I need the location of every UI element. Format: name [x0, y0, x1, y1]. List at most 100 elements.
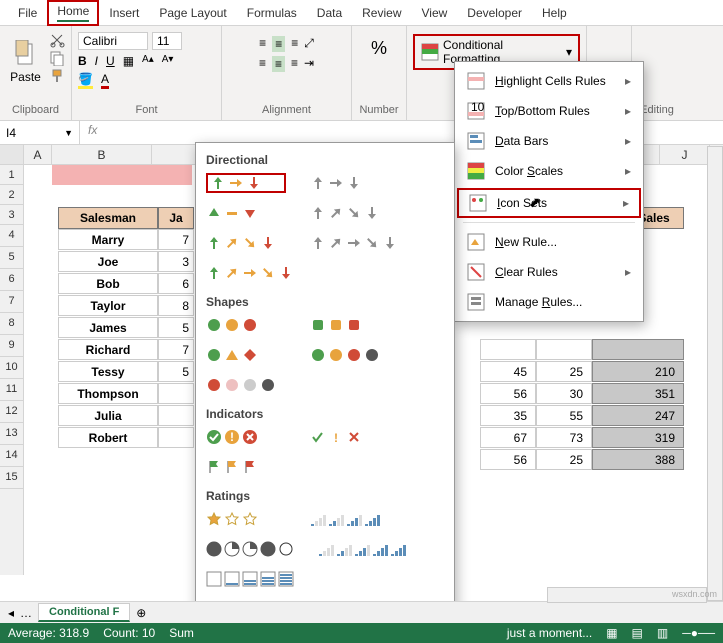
font-name-select[interactable]: Calibri — [78, 32, 148, 50]
sheet-nav-menu[interactable]: … — [20, 606, 32, 620]
cf-menu-new-rule-[interactable]: New Rule... — [455, 227, 643, 257]
ja-cell[interactable]: 7 — [158, 229, 194, 250]
menu-home[interactable]: Home — [47, 0, 99, 26]
data-cell[interactable]: 247 — [592, 405, 684, 426]
row-header[interactable]: 6 — [0, 269, 23, 291]
font-size-select[interactable]: 11 — [152, 32, 182, 50]
indent-button[interactable]: ⇥ — [304, 56, 314, 72]
row-header[interactable]: 5 — [0, 247, 23, 269]
view-normal-icon[interactable]: ▦ — [606, 626, 617, 640]
data-cell[interactable] — [592, 339, 684, 360]
data-cell[interactable]: 45 — [480, 361, 536, 382]
row-header[interactable]: 14 — [0, 445, 23, 467]
ja-cell[interactable]: 3 — [158, 251, 194, 272]
iconset-3triangles[interactable] — [206, 203, 286, 223]
row-header[interactable]: 11 — [0, 379, 23, 401]
sheet-tab-active[interactable]: Conditional F — [38, 603, 130, 622]
iconset-5bars[interactable] — [310, 509, 390, 529]
row-header[interactable]: 15 — [0, 467, 23, 489]
menu-review[interactable]: Review — [352, 2, 411, 24]
salesman-cell[interactable]: Marry — [58, 229, 158, 250]
row-header[interactable]: 10 — [0, 357, 23, 379]
bold-button[interactable]: B — [78, 54, 87, 68]
view-layout-icon[interactable]: ▤ — [632, 626, 643, 640]
align-bottom-button[interactable]: ≡ — [291, 36, 298, 52]
iconset-3symbols[interactable]: ! — [310, 427, 390, 447]
iconset-3flags[interactable] — [206, 457, 286, 477]
row-header[interactable]: 7 — [0, 291, 23, 313]
iconset-5arrows-gray[interactable] — [310, 233, 398, 253]
data-cell[interactable]: 56 — [480, 383, 536, 404]
salesman-cell[interactable]: Taylor — [58, 295, 158, 316]
ja-cell[interactable]: 5 — [158, 317, 194, 338]
view-pagebreak-icon[interactable]: ▥ — [657, 626, 668, 640]
salesman-cell[interactable]: Thompson — [58, 383, 158, 404]
iconset-5boxes[interactable] — [206, 569, 294, 589]
align-right-button[interactable]: ≡ — [291, 56, 298, 72]
salesman-cell[interactable]: Richard — [58, 339, 158, 360]
paste-button[interactable]: Paste — [6, 32, 45, 92]
data-cell[interactable]: 56 — [480, 449, 536, 470]
menu-file[interactable]: File — [8, 2, 47, 24]
menu-insert[interactable]: Insert — [99, 2, 149, 24]
menu-formulas[interactable]: Formulas — [237, 2, 307, 24]
salesman-cell[interactable]: Robert — [58, 427, 158, 448]
iconset-3symbols-circled[interactable]: ! — [206, 427, 286, 447]
col-header-a[interactable]: A — [24, 145, 52, 165]
decrease-font-button[interactable]: A▾ — [162, 54, 174, 68]
ja-cell[interactable] — [158, 383, 194, 404]
cf-menu-highlight-cells-rules[interactable]: Highlight Cells Rules▸ — [455, 66, 643, 96]
ja-cell[interactable] — [158, 427, 194, 448]
salesman-cell[interactable]: Joe — [58, 251, 158, 272]
iconset-3trafficlights-rimmed[interactable] — [310, 315, 390, 335]
fill-color-button[interactable]: 🪣 — [78, 72, 93, 89]
data-cell[interactable]: 210 — [592, 361, 684, 382]
iconset-3trafficlights[interactable] — [206, 315, 286, 335]
ja-cell[interactable]: 7 — [158, 339, 194, 360]
sheet-nav-prev[interactable]: ◂ — [8, 606, 14, 620]
salesman-cell[interactable]: Bob — [58, 273, 158, 294]
salesman-cell[interactable]: Julia — [58, 405, 158, 426]
ja-cell[interactable]: 6 — [158, 273, 194, 294]
row-header[interactable]: 3 — [0, 205, 23, 225]
align-left-button[interactable]: ≡ — [259, 56, 266, 72]
iconset-3signs[interactable] — [206, 345, 286, 365]
cf-menu-icon-sets[interactable]: Icon Sets▸⬉ — [457, 188, 641, 218]
border-button[interactable]: ▦ — [123, 54, 134, 68]
new-sheet-button[interactable]: ⊕ — [136, 606, 146, 620]
iconset-5arrows-colored[interactable] — [206, 263, 294, 283]
data-cell[interactable]: 67 — [480, 427, 536, 448]
fx-icon[interactable]: fx — [80, 121, 105, 144]
row-header[interactable]: 2 — [0, 185, 23, 205]
menu-developer[interactable]: Developer — [457, 2, 532, 24]
ja-cell[interactable]: 5 — [158, 361, 194, 382]
underline-button[interactable]: U — [106, 54, 115, 68]
cf-menu-data-bars[interactable]: Data Bars▸ — [455, 126, 643, 156]
align-center-button[interactable]: ≡ — [272, 56, 285, 72]
table-header-salesman[interactable]: Salesman — [58, 207, 158, 229]
iconset-3stars[interactable] — [206, 509, 286, 529]
copy-icon[interactable] — [49, 50, 65, 66]
cf-menu-manage-rules-[interactable]: Manage Rules... — [455, 287, 643, 317]
data-cell[interactable]: 73 — [536, 427, 592, 448]
iconset-4arrows-gray[interactable] — [310, 203, 390, 223]
name-box[interactable]: I4▼ — [0, 121, 80, 144]
zoom-slider[interactable]: ─●── — [682, 626, 715, 640]
iconset-3arrows-colored[interactable] — [206, 173, 286, 193]
row-header[interactable]: 8 — [0, 313, 23, 335]
col-header-b[interactable]: B — [52, 145, 152, 165]
data-cell[interactable]: 388 — [592, 449, 684, 470]
increase-font-button[interactable]: A▴ — [142, 54, 154, 68]
row-header[interactable]: 4 — [0, 225, 23, 247]
row-header[interactable]: 9 — [0, 335, 23, 357]
iconset-5quarters[interactable] — [206, 539, 294, 559]
data-cell[interactable]: 351 — [592, 383, 684, 404]
menu-page-layout[interactable]: Page Layout — [149, 2, 236, 24]
format-painter-icon[interactable] — [49, 68, 65, 84]
iconset-3arrows-gray[interactable] — [310, 173, 390, 193]
ja-cell[interactable] — [158, 405, 194, 426]
iconset-4arrows-colored[interactable] — [206, 233, 286, 253]
row-header[interactable]: 12 — [0, 401, 23, 423]
align-top-button[interactable]: ≡ — [259, 36, 266, 52]
data-cell[interactable]: 35 — [480, 405, 536, 426]
